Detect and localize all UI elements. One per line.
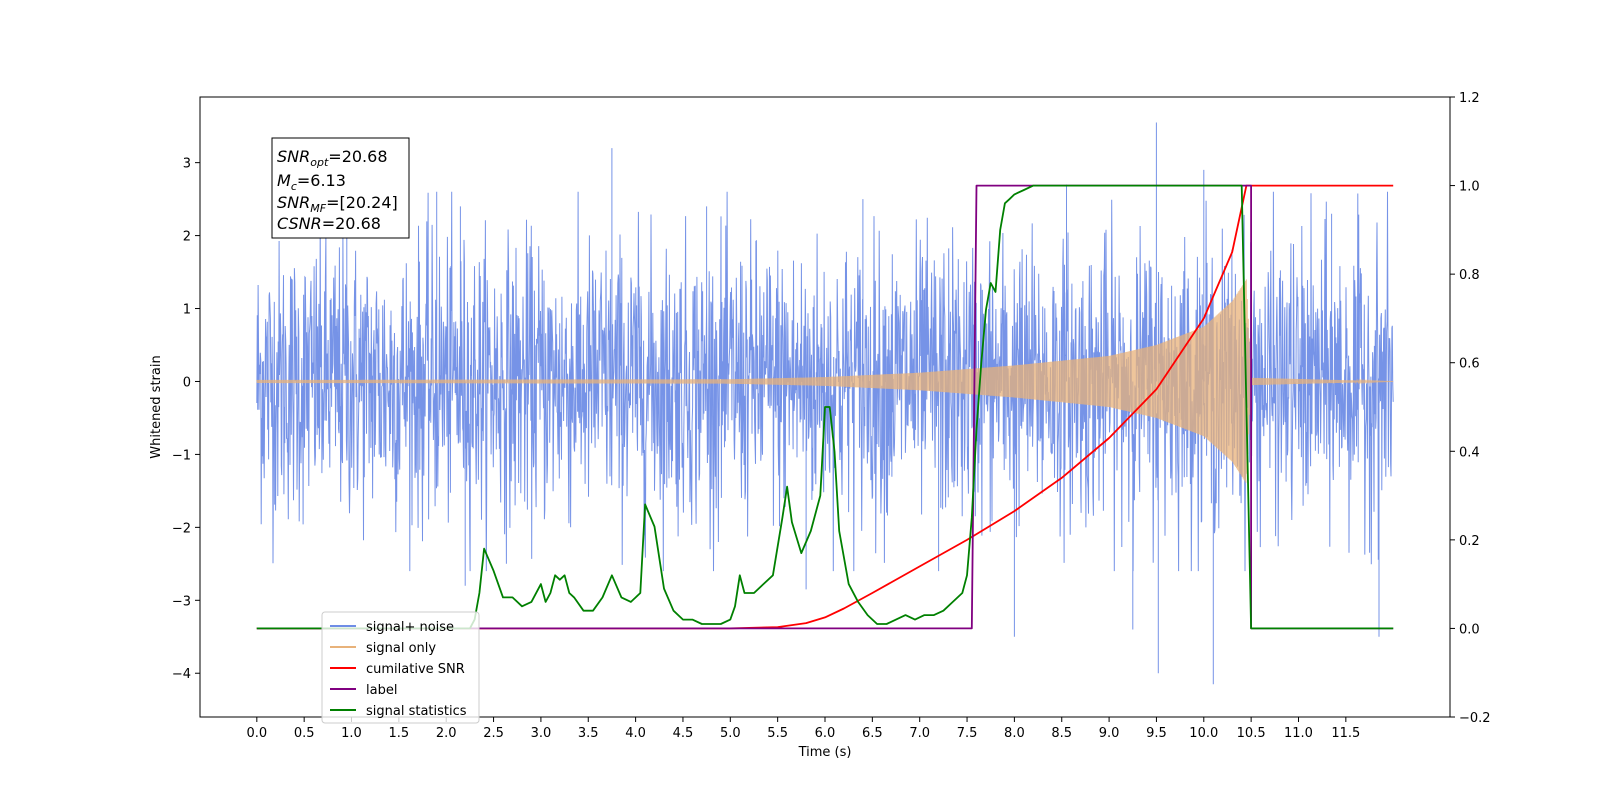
annotation-line-2-value: =6.13 <box>297 171 346 190</box>
legend-label: label <box>366 683 397 698</box>
annotation-line-1-sub: opt <box>310 156 329 169</box>
y-axis-label: Whitened strain <box>149 355 164 458</box>
x-axis: 0.0 0.5 1.0 1.5 2.0 2.5 3.0 3.5 4.0 4.5 5.0 5.5 6.0 6… <box>246 717 1360 741</box>
x-tick-label: 2.5 <box>483 726 504 741</box>
svg-text:SNRMF=[20.24]: SNRMF=[20.24] <box>277 193 398 215</box>
annotation-line-3-sub: MF <box>310 202 326 215</box>
y-left-tick-label: −2 <box>172 521 191 536</box>
x-tick-label: 2.0 <box>436 726 457 741</box>
y-right-tick-label: 0.4 <box>1459 445 1480 460</box>
x-tick-label: 8.5 <box>1051 726 1072 741</box>
legend-box <box>321 611 480 724</box>
y-right-tick-label: −0.2 <box>1459 711 1491 726</box>
y-axis-right: 1.2 1.0 0.8 0.6 0.4 0.2 0.0 −0.2 <box>1450 91 1491 726</box>
x-tick-label: 6.0 <box>815 726 836 741</box>
y-right-tick-label: 0.6 <box>1459 357 1480 372</box>
x-tick-label: 10.5 <box>1237 726 1266 741</box>
y-left-tick-label: 2 <box>183 230 191 245</box>
x-tick-label: 1.0 <box>341 726 362 741</box>
x-tick-label: 3.0 <box>531 726 552 741</box>
annotation-line-4-base: CSNR <box>277 214 322 233</box>
y-left-tick-label: −1 <box>172 448 191 463</box>
svg-text:CSNR=20.68: CSNR=20.68 <box>277 214 381 233</box>
x-tick-label: 4.0 <box>625 726 646 741</box>
x-tick-label: 9.0 <box>1099 726 1120 741</box>
y-right-tick-label: 0.2 <box>1459 534 1480 549</box>
y-right-tick-label: 1.2 <box>1459 91 1480 106</box>
annotation-line-3-value: =[20.24] <box>326 193 398 212</box>
y-left-tick-label: 1 <box>183 303 191 318</box>
x-tick-label: 10.0 <box>1189 726 1218 741</box>
x-tick-label: 6.5 <box>862 726 883 741</box>
x-tick-label: 5.0 <box>720 726 741 741</box>
x-tick-label: 7.5 <box>957 726 978 741</box>
x-tick-label: 0.5 <box>294 726 315 741</box>
y-axis-left: 3 2 1 0 −1 −2 −3 −4 <box>172 157 200 682</box>
y-right-tick-label: 0.0 <box>1459 622 1480 637</box>
series-cumilative-snr-line <box>256 184 1394 630</box>
x-tick-label: 1.5 <box>389 726 410 741</box>
svg-text:SNRopt=20.68: SNRopt=20.68 <box>277 147 388 169</box>
annotation-line-2-base: M <box>277 171 291 190</box>
y-left-tick-label: 0 <box>183 375 191 390</box>
x-tick-label: 11.0 <box>1284 726 1313 741</box>
y-left-tick-label: −4 <box>172 667 191 682</box>
legend: signal+ noise signal only cumilative SNR la… <box>321 611 480 724</box>
x-tick-label: 4.5 <box>673 726 694 741</box>
x-tick-label: 11.5 <box>1331 726 1360 741</box>
annotation-line-4-value: =20.68 <box>322 214 381 233</box>
annotation-box: SNRopt=20.68 Mc=6.13 SNRMF=[20.24] CSNR=… <box>271 137 410 239</box>
y-left-tick-label: −3 <box>172 594 191 609</box>
annotation-line-2-sub: c <box>291 180 297 193</box>
annotation-line-1-base: SNR <box>277 147 310 166</box>
y-left-tick-label: 3 <box>183 157 191 172</box>
legend-label: cumilative SNR <box>366 662 465 677</box>
annotation-line-3-base: SNR <box>277 193 310 212</box>
x-tick-label: 9.5 <box>1146 726 1167 741</box>
y-right-tick-label: 1.0 <box>1459 180 1480 195</box>
x-tick-label: 8.0 <box>1004 726 1025 741</box>
x-tick-label: 0.0 <box>246 726 267 741</box>
series-layer <box>256 122 1394 685</box>
x-tick-label: 5.5 <box>767 726 788 741</box>
x-tick-label: 7.0 <box>909 726 930 741</box>
y-right-tick-label: 0.8 <box>1459 268 1480 283</box>
legend-label: signal+ noise <box>366 620 454 635</box>
series-signal-statistics-line <box>256 184 1394 630</box>
x-tick-label: 3.5 <box>578 726 599 741</box>
x-axis-label: Time (s) <box>798 745 852 760</box>
legend-label: signal only <box>366 641 436 656</box>
annotation-line-1-value: =20.68 <box>328 147 387 166</box>
legend-label: signal statistics <box>366 704 467 719</box>
series-signal-only-line <box>256 279 1394 483</box>
svg-text:Mc=6.13: Mc=6.13 <box>277 171 346 193</box>
